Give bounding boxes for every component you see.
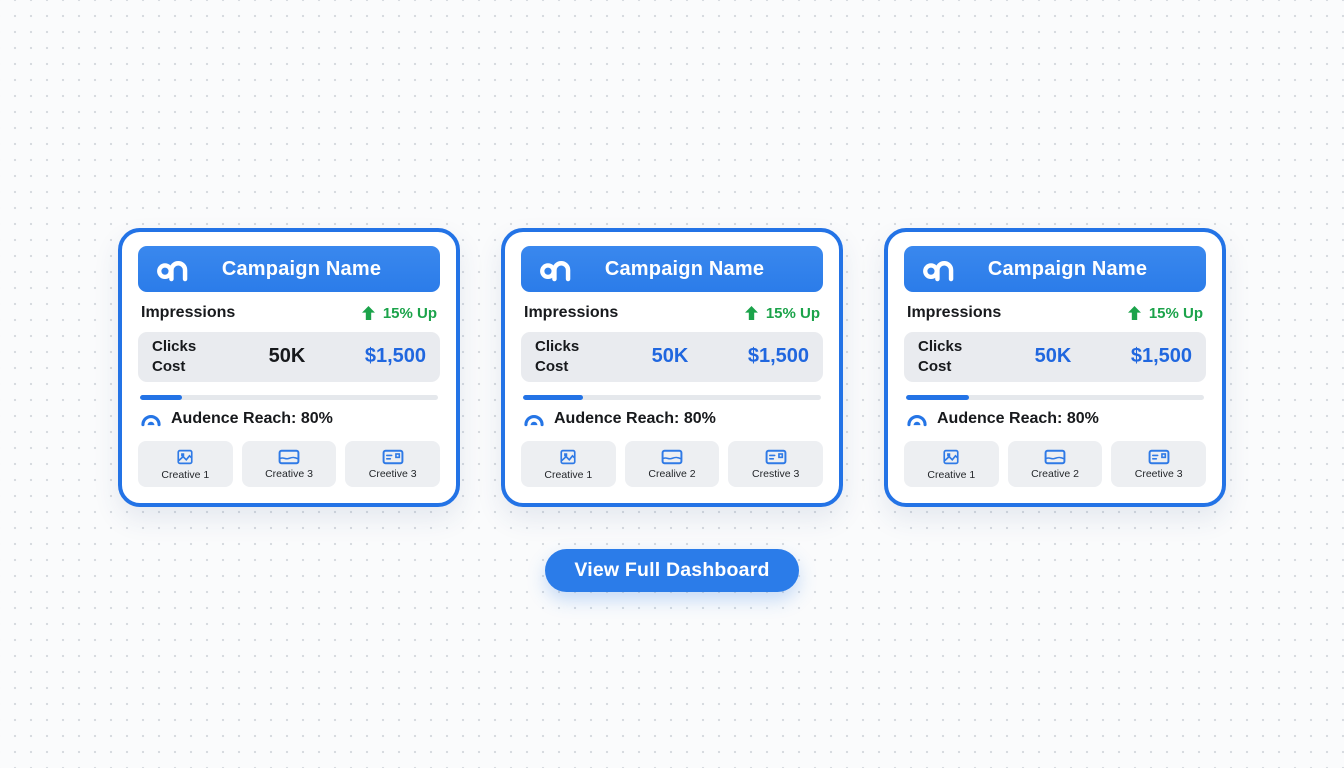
frame-lines-icon	[381, 449, 405, 465]
campaign-title: Campaign Name	[987, 257, 1148, 280]
reach-progress-bar	[140, 395, 438, 400]
clicks-label: Clicks	[535, 338, 580, 355]
trend-value: 15% Up	[382, 304, 437, 322]
reach-progress-fill	[906, 395, 969, 400]
audience-gauge-icon	[523, 411, 545, 427]
cost-label: Cost	[918, 357, 952, 375]
creative-button-3[interactable]: Creetive 3	[1111, 441, 1207, 487]
creative-button-2[interactable]: Creative 2	[1007, 441, 1103, 487]
cost-value: $1,500	[747, 345, 809, 367]
clicks-label: Clicks	[152, 338, 197, 355]
cost-label: Cost	[535, 357, 569, 375]
audience-gauge-icon	[140, 411, 162, 427]
ad-dashboard-preview: Campaign Name Impressions 15% Up Clicks …	[0, 228, 1344, 592]
creative-button-1[interactable]: Creative 1	[904, 441, 999, 487]
creative-label: Creative 2	[1031, 468, 1079, 480]
creative-label: Creative 1	[544, 469, 593, 481]
clicks-label: Clicks	[918, 338, 963, 355]
clicks-cost-row: Clicks Cost 50K $1,500	[521, 332, 823, 382]
landscape-image-icon	[277, 449, 301, 465]
brand-m-logo-icon	[922, 256, 955, 282]
landscape-image-icon	[1043, 449, 1067, 465]
impressions-row: Impressions 15% Up	[904, 304, 1206, 322]
frame-lines-icon	[1147, 449, 1171, 465]
up-arrow-icon	[362, 306, 375, 320]
up-arrow-icon	[1128, 306, 1141, 320]
campaign-title: Campaign Name	[221, 257, 382, 280]
cost-value: $1,500	[1130, 345, 1192, 367]
clicks-value: 50K	[268, 345, 306, 367]
audience-reach-row: Audence Reach: 80%	[906, 410, 1204, 428]
campaign-card-header: Campaign Name	[521, 246, 823, 292]
creative-button-2[interactable]: Crealive 2	[624, 441, 720, 487]
creatives-row: Creative 1 Crealive 2 Crestive 3	[521, 441, 824, 487]
reach-progress-bar	[523, 395, 821, 400]
frame-lines-icon	[764, 449, 788, 465]
creative-label: Creative 1	[161, 469, 210, 481]
reach-progress-bar	[906, 395, 1204, 400]
clicks-value: 50K	[651, 345, 689, 367]
creative-button-3[interactable]: Crestive 3	[728, 441, 824, 487]
audience-reach-label: Audence Reach: 80%	[171, 410, 333, 427]
picture-icon	[175, 448, 195, 466]
creative-button-1[interactable]: Creative 1	[138, 441, 233, 487]
clicks-cost-row: Clicks Cost 50K $1,500	[138, 332, 440, 382]
creatives-row: Creative 1 Creative 2 Creetive 3	[904, 441, 1207, 487]
campaign-card-3: Campaign Name Impressions 15% Up Clicks …	[884, 228, 1226, 507]
audience-reach-label: Audence Reach: 80%	[937, 410, 1099, 427]
impressions-label: Impressions	[524, 304, 619, 321]
brand-m-logo-icon	[539, 256, 572, 282]
picture-icon	[558, 448, 578, 466]
trend-value: 15% Up	[1148, 304, 1203, 322]
creative-button-3[interactable]: Creetive 3	[345, 441, 441, 487]
creative-button-1[interactable]: Creative 1	[521, 441, 616, 487]
campaign-card-1: Campaign Name Impressions 15% Up Clicks …	[118, 228, 460, 507]
creative-label: Creetive 3	[368, 468, 417, 480]
landscape-image-icon	[660, 449, 684, 465]
creative-label: Creetive 3	[1134, 468, 1183, 480]
cost-label: Cost	[152, 357, 186, 375]
trend-indicator: 15% Up	[745, 305, 820, 322]
impressions-label: Impressions	[907, 304, 1002, 321]
reach-progress-fill	[140, 395, 182, 400]
trend-indicator: 15% Up	[1128, 305, 1203, 322]
clicks-value: 50K	[1034, 345, 1072, 367]
creatives-row: Creative 1 Creative 3 Creetive 3	[138, 441, 441, 487]
creative-label: Crestive 3	[752, 468, 800, 480]
cost-value: $1,500	[364, 345, 426, 367]
audience-reach-row: Audence Reach: 80%	[140, 410, 438, 428]
trend-value: 15% Up	[765, 304, 820, 322]
creative-button-2[interactable]: Creative 3	[241, 441, 337, 487]
campaign-card-header: Campaign Name	[904, 246, 1206, 292]
impressions-row: Impressions 15% Up	[138, 304, 440, 322]
footer: View Full Dashboard	[0, 549, 1344, 592]
up-arrow-icon	[745, 306, 758, 320]
audience-gauge-icon	[906, 411, 928, 427]
reach-progress-fill	[523, 395, 583, 400]
campaign-card-header: Campaign Name	[138, 246, 440, 292]
creative-label: Creative 1	[927, 469, 976, 481]
audience-reach-row: Audence Reach: 80%	[523, 410, 821, 428]
audience-reach-label: Audence Reach: 80%	[554, 410, 716, 427]
campaign-title: Campaign Name	[604, 257, 765, 280]
campaign-cards-row: Campaign Name Impressions 15% Up Clicks …	[0, 228, 1344, 507]
trend-indicator: 15% Up	[362, 305, 437, 322]
clicks-cost-row: Clicks Cost 50K $1,500	[904, 332, 1206, 382]
impressions-row: Impressions 15% Up	[521, 304, 823, 322]
creative-label: Creative 3	[265, 468, 313, 480]
brand-m-logo-icon	[156, 256, 189, 282]
creative-label: Crealive 2	[648, 468, 696, 480]
impressions-label: Impressions	[141, 304, 236, 321]
picture-icon	[941, 448, 961, 466]
campaign-card-2: Campaign Name Impressions 15% Up Clicks …	[501, 228, 843, 507]
view-full-dashboard-button[interactable]: View Full Dashboard	[545, 549, 799, 592]
